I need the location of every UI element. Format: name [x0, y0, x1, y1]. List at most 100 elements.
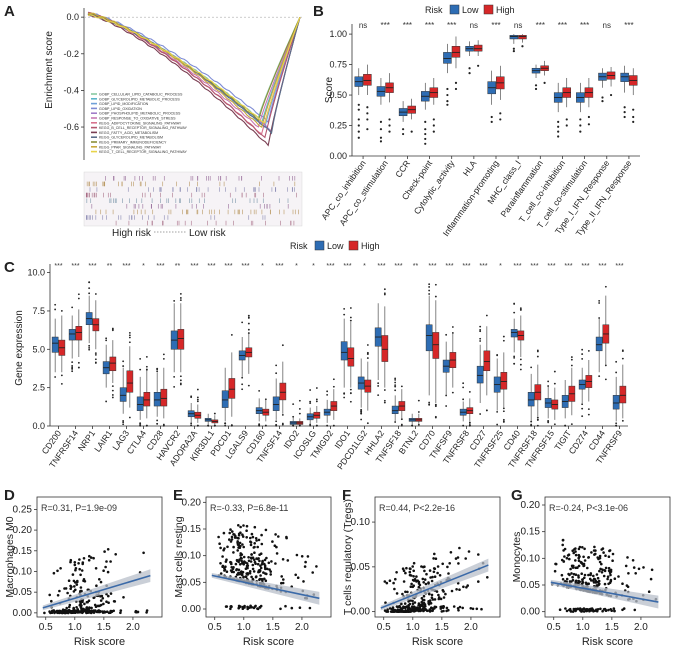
y-axis-label: Macrophages M0 [4, 516, 16, 597]
significance-label: *** [381, 21, 390, 30]
y-tick-label: 0.20 [182, 497, 202, 508]
outlier-point [122, 423, 125, 426]
regression-line [550, 581, 659, 603]
data-point [80, 600, 84, 603]
plot-frame [374, 496, 501, 618]
outlier-point [139, 358, 142, 360]
data-point [427, 600, 430, 603]
outlier-point [632, 115, 635, 119]
outlier-point [587, 123, 591, 126]
data-point [48, 593, 51, 597]
data-point [566, 554, 570, 557]
box [51, 336, 59, 353]
significance-label: *** [156, 263, 164, 270]
outlier-point [179, 299, 182, 301]
outlier-point [71, 370, 74, 373]
data-point [75, 606, 78, 609]
data-point [581, 609, 584, 613]
outlier-point [122, 419, 125, 422]
legend-high-label: High [361, 241, 380, 251]
data-point [405, 566, 408, 570]
box [153, 392, 161, 407]
outlier-point [543, 81, 546, 84]
outlier-point [343, 392, 346, 395]
y-tick-label: 0.25 [13, 504, 33, 515]
outlier-point [479, 330, 482, 333]
data-point [422, 581, 426, 584]
outlier-point [105, 339, 108, 342]
data-point [253, 545, 256, 549]
y-tick-label: 0.15 [13, 546, 33, 557]
box [279, 382, 287, 401]
data-point [243, 560, 246, 563]
data-point [103, 611, 106, 614]
data-point [570, 580, 573, 583]
data-point [592, 581, 596, 584]
data-point [83, 602, 86, 606]
data-point [417, 602, 421, 605]
outlier-point [128, 416, 131, 419]
data-point [422, 601, 426, 605]
data-point [92, 611, 96, 614]
y-tick-label: 0.10 [521, 553, 541, 564]
outlier-point [94, 293, 97, 295]
data-point [238, 546, 242, 549]
outlier-point [502, 339, 505, 342]
data-point [265, 556, 268, 560]
outlier-point [357, 136, 360, 139]
legend-entry: GOBP_PHOSPHOLIPID_METABOLIC_PROCESS [99, 112, 181, 116]
data-point [421, 598, 425, 602]
outlier-point [179, 293, 182, 295]
data-point [417, 585, 421, 589]
data-point [82, 607, 85, 611]
legend-high-swatch [348, 240, 359, 251]
outlier-point [565, 124, 568, 127]
data-point [263, 558, 267, 562]
data-point [232, 545, 235, 549]
outlier-point [247, 332, 250, 334]
legend-entry: KEGG_PRIMARY_IMMUNODEFICIENCY [99, 141, 167, 145]
data-point [580, 561, 583, 564]
outlier-point [519, 363, 522, 366]
data-point [230, 535, 234, 539]
data-point [447, 572, 450, 575]
data-point [409, 610, 412, 613]
data-point [240, 570, 243, 573]
data-point [642, 566, 645, 569]
outlier-point [309, 423, 312, 426]
outlier-point [241, 388, 244, 391]
data-point [76, 579, 79, 583]
data-point [587, 573, 590, 577]
data-point [102, 569, 105, 572]
data-point [433, 605, 437, 609]
outlier-point [502, 410, 505, 413]
data-point [56, 594, 60, 597]
outlier-point [513, 302, 516, 305]
significance-label: *** [530, 263, 538, 270]
data-point [589, 572, 593, 575]
outlier-point [111, 394, 114, 396]
data-point [392, 581, 395, 585]
data-point [395, 571, 398, 574]
outlier-point [275, 364, 278, 367]
outlier-point [428, 286, 431, 288]
data-point [409, 607, 412, 611]
outlier-point [621, 419, 624, 422]
data-point [412, 561, 416, 565]
outlier-point [162, 358, 165, 360]
outlier-point [547, 380, 550, 383]
data-point [458, 605, 462, 609]
box [595, 336, 603, 352]
outlier-point [60, 374, 63, 377]
significance-label: ns [470, 21, 478, 30]
outlier-point [360, 410, 363, 413]
outlier-point [190, 424, 193, 427]
significance-label: *** [190, 263, 198, 270]
data-point [229, 607, 232, 611]
x-tick-label: 0.5 [208, 622, 222, 633]
data-point [122, 596, 125, 599]
data-point [59, 567, 62, 570]
significance-label: *** [343, 263, 351, 270]
data-point [425, 572, 428, 576]
box [347, 347, 355, 367]
